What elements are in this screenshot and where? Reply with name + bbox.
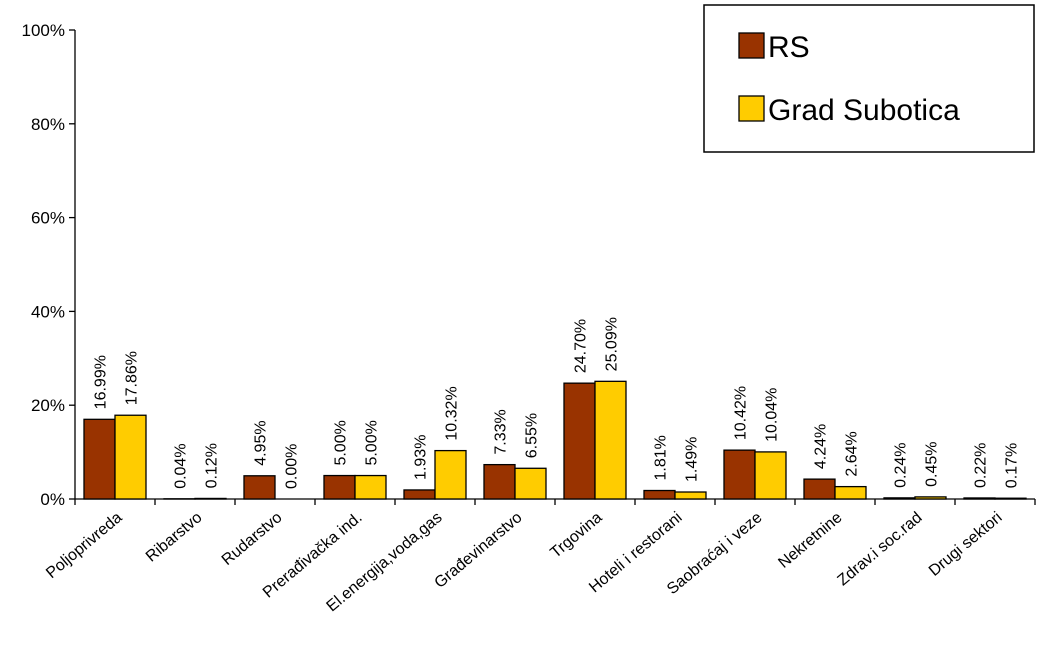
data-label: 7.33% bbox=[493, 409, 510, 454]
y-tick-label: 80% bbox=[31, 115, 65, 134]
data-label: 0.17% bbox=[1004, 443, 1021, 488]
data-label: 0.45% bbox=[924, 442, 941, 487]
data-label: 5.00% bbox=[333, 420, 350, 465]
bar-rs bbox=[883, 497, 916, 500]
bar-rs bbox=[563, 382, 596, 500]
data-label: 4.24% bbox=[813, 424, 830, 469]
data-label: 0.24% bbox=[893, 442, 910, 487]
data-label: 2.64% bbox=[844, 431, 861, 476]
data-label: 6.55% bbox=[524, 413, 541, 458]
category-label: Nekretnine bbox=[775, 509, 845, 572]
bar-grad-subotica bbox=[834, 485, 867, 500]
bar-rs bbox=[83, 418, 116, 500]
category-label: Građevinarstvo bbox=[432, 509, 526, 592]
category-label: Drugi sektori bbox=[926, 509, 1006, 580]
data-label: 0.04% bbox=[173, 443, 190, 488]
data-label: 4.95% bbox=[253, 420, 270, 465]
bar-grad-subotica bbox=[114, 414, 147, 500]
legend-box bbox=[703, 4, 1035, 153]
data-label: 25.09% bbox=[604, 317, 621, 371]
data-label: 1.81% bbox=[653, 435, 670, 480]
data-label: 10.32% bbox=[444, 386, 461, 440]
data-label: 16.99% bbox=[93, 355, 110, 409]
category-label: Zdrav.i soc.rad bbox=[834, 509, 925, 589]
bar-rs bbox=[403, 489, 436, 500]
bar-grad-subotica bbox=[434, 449, 467, 500]
bar-rs bbox=[643, 489, 676, 500]
bar-grad-subotica bbox=[994, 497, 1027, 500]
legend-swatch bbox=[738, 95, 765, 122]
legend-swatch bbox=[738, 32, 765, 59]
bar-grad-subotica bbox=[674, 491, 707, 500]
data-label: 1.49% bbox=[684, 437, 701, 482]
data-label: 10.42% bbox=[733, 386, 750, 440]
data-label: 1.93% bbox=[413, 435, 430, 480]
data-label: 10.04% bbox=[764, 388, 781, 442]
data-label: 24.70% bbox=[573, 319, 590, 373]
category-label: Trgovina bbox=[547, 509, 605, 562]
bar-grad-subotica bbox=[354, 474, 387, 500]
data-labels: 16.99% 17.86% 0.04% 0.12% 4.95% 0.00% 5.00% 5.0… bbox=[93, 317, 1021, 489]
bar-grad-subotica bbox=[914, 496, 947, 500]
category-label: Poljoprivreda bbox=[43, 509, 126, 582]
bar-rs bbox=[723, 449, 756, 500]
legend: RS Grad Subotica bbox=[703, 4, 1035, 153]
category-labels: Poljoprivreda Ribarstvo RudarstvoPrerađiva… bbox=[43, 509, 1005, 615]
legend-label: Grad Subotica bbox=[768, 94, 960, 127]
bar-rs bbox=[803, 478, 836, 500]
y-tick-label: 0% bbox=[40, 490, 65, 509]
data-label: 5.00% bbox=[364, 420, 381, 465]
data-label: 0.22% bbox=[973, 443, 990, 488]
category-label: Ribarstvo bbox=[143, 509, 206, 566]
y-tick-label: 100% bbox=[22, 21, 65, 40]
y-tick-label: 20% bbox=[31, 396, 65, 415]
x-axis bbox=[74, 498, 1036, 505]
bar-grad-subotica bbox=[514, 467, 547, 500]
y-tick-label: 60% bbox=[31, 209, 65, 228]
bar-rs bbox=[963, 497, 996, 500]
bar-grad-subotica bbox=[194, 497, 227, 500]
data-label: 0.12% bbox=[204, 443, 221, 488]
legend-label: RS bbox=[768, 31, 810, 64]
bar-rs bbox=[323, 474, 356, 500]
bar-rs bbox=[483, 463, 516, 500]
category-label: Rudarstvo bbox=[219, 509, 286, 569]
bar-rs bbox=[243, 475, 276, 500]
data-label: 17.86% bbox=[124, 351, 141, 405]
data-label: 0.00% bbox=[284, 444, 301, 489]
bar-grad-subotica bbox=[594, 380, 627, 500]
y-tick-label: 40% bbox=[31, 302, 65, 321]
bar-grad-subotica bbox=[754, 451, 787, 500]
y-axis: 0% 20% 40% 60% 80% 100% bbox=[22, 21, 76, 509]
bars bbox=[83, 380, 1027, 500]
